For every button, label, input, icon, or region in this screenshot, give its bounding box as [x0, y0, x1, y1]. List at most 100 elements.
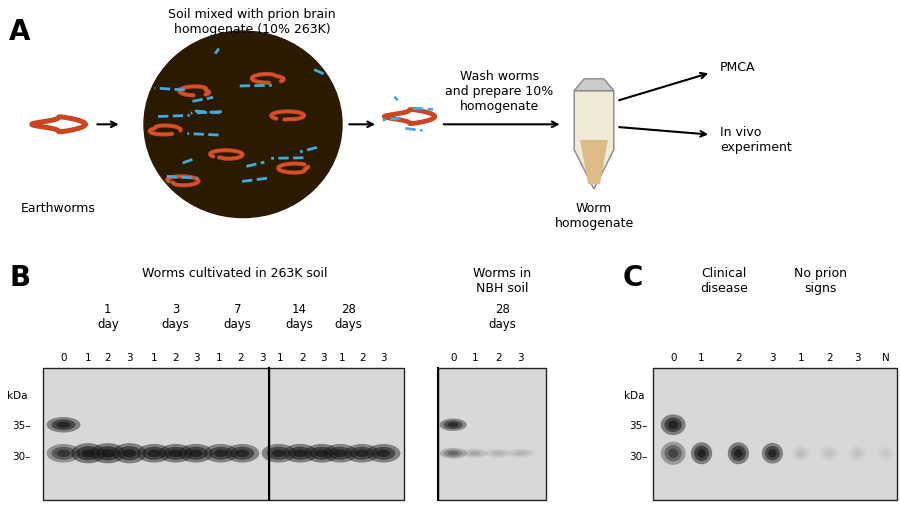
FancyBboxPatch shape [437, 368, 545, 500]
Ellipse shape [164, 447, 187, 460]
Ellipse shape [372, 447, 395, 460]
Text: 3: 3 [258, 353, 265, 363]
Text: 2: 2 [299, 353, 305, 363]
Ellipse shape [447, 422, 459, 427]
Text: C: C [622, 264, 643, 292]
Text: 28
days: 28 days [489, 303, 517, 331]
Ellipse shape [439, 419, 467, 431]
Text: Wash worms
and prepare 10%
homogenate: Wash worms and prepare 10% homogenate [446, 70, 554, 113]
Ellipse shape [184, 447, 208, 460]
Ellipse shape [209, 447, 232, 460]
Ellipse shape [461, 449, 489, 458]
Ellipse shape [377, 450, 391, 457]
Ellipse shape [489, 450, 508, 456]
Ellipse shape [469, 451, 480, 455]
Ellipse shape [122, 449, 136, 457]
Ellipse shape [345, 444, 379, 463]
Ellipse shape [47, 444, 80, 463]
Ellipse shape [508, 449, 535, 458]
Ellipse shape [516, 451, 526, 455]
Text: 1: 1 [698, 353, 705, 363]
Text: 3: 3 [854, 353, 860, 363]
Polygon shape [580, 140, 608, 184]
Text: 1: 1 [85, 353, 92, 363]
Text: 1: 1 [797, 353, 804, 363]
Text: 2: 2 [735, 353, 742, 363]
Text: In vivo
experiment: In vivo experiment [720, 126, 792, 154]
Ellipse shape [189, 450, 202, 457]
Ellipse shape [350, 447, 374, 460]
Text: 3: 3 [193, 353, 200, 363]
Ellipse shape [356, 450, 369, 457]
Text: 3: 3 [518, 353, 525, 363]
Text: Soil mixed with prion brain
homogenate (10% 263K): Soil mixed with prion brain homogenate (… [168, 8, 336, 36]
Text: N: N [882, 353, 890, 363]
Text: 0: 0 [670, 353, 677, 363]
Ellipse shape [169, 450, 183, 457]
Ellipse shape [284, 444, 317, 463]
Text: kDa: kDa [7, 391, 28, 401]
Ellipse shape [305, 444, 338, 463]
Text: 0: 0 [60, 353, 67, 363]
Polygon shape [574, 79, 614, 91]
Ellipse shape [51, 447, 76, 460]
Ellipse shape [465, 450, 484, 456]
Text: 3: 3 [770, 353, 776, 363]
Ellipse shape [728, 442, 749, 464]
Ellipse shape [334, 450, 347, 457]
Ellipse shape [47, 417, 80, 433]
Polygon shape [574, 91, 614, 189]
Ellipse shape [179, 444, 213, 463]
Text: 1
day: 1 day [97, 303, 119, 331]
Ellipse shape [272, 450, 285, 457]
Ellipse shape [323, 444, 357, 463]
Ellipse shape [101, 449, 114, 457]
Text: PMCA: PMCA [720, 61, 755, 74]
Ellipse shape [310, 447, 334, 460]
Text: 1: 1 [215, 353, 222, 363]
Text: Worms cultivated in 263K soil: Worms cultivated in 263K soil [141, 267, 327, 280]
Ellipse shape [734, 449, 742, 458]
Ellipse shape [144, 31, 342, 218]
Ellipse shape [230, 447, 254, 460]
Text: 2: 2 [495, 353, 501, 363]
Ellipse shape [81, 449, 94, 457]
Ellipse shape [439, 448, 467, 459]
Ellipse shape [225, 444, 259, 463]
Text: 1: 1 [472, 353, 478, 363]
Ellipse shape [765, 446, 780, 461]
Ellipse shape [96, 446, 120, 461]
Ellipse shape [668, 421, 679, 429]
Text: 3: 3 [380, 353, 387, 363]
Text: 30–: 30– [13, 452, 31, 462]
Text: 3
days: 3 days [162, 303, 190, 331]
Ellipse shape [661, 414, 686, 435]
Ellipse shape [51, 420, 76, 430]
Text: 3: 3 [126, 353, 133, 363]
Ellipse shape [266, 447, 291, 460]
Ellipse shape [262, 444, 295, 463]
Ellipse shape [691, 442, 712, 464]
Text: 30–: 30– [629, 452, 648, 462]
Ellipse shape [761, 443, 783, 464]
Text: Worm
homogenate: Worm homogenate [554, 202, 634, 230]
Ellipse shape [293, 450, 307, 457]
FancyBboxPatch shape [653, 368, 897, 500]
Ellipse shape [366, 444, 400, 463]
Ellipse shape [769, 449, 777, 457]
Ellipse shape [142, 447, 166, 460]
Ellipse shape [731, 445, 746, 461]
Text: Clinical
disease: Clinical disease [700, 267, 748, 295]
Text: 7
days: 7 days [223, 303, 251, 331]
Ellipse shape [444, 421, 463, 429]
Ellipse shape [214, 450, 228, 457]
Text: 2: 2 [359, 353, 365, 363]
Ellipse shape [76, 446, 100, 461]
Text: 0: 0 [450, 353, 456, 363]
Ellipse shape [118, 446, 141, 461]
Text: 2: 2 [826, 353, 832, 363]
Ellipse shape [315, 450, 328, 457]
Ellipse shape [91, 443, 125, 463]
Ellipse shape [492, 451, 504, 455]
Ellipse shape [71, 443, 105, 463]
